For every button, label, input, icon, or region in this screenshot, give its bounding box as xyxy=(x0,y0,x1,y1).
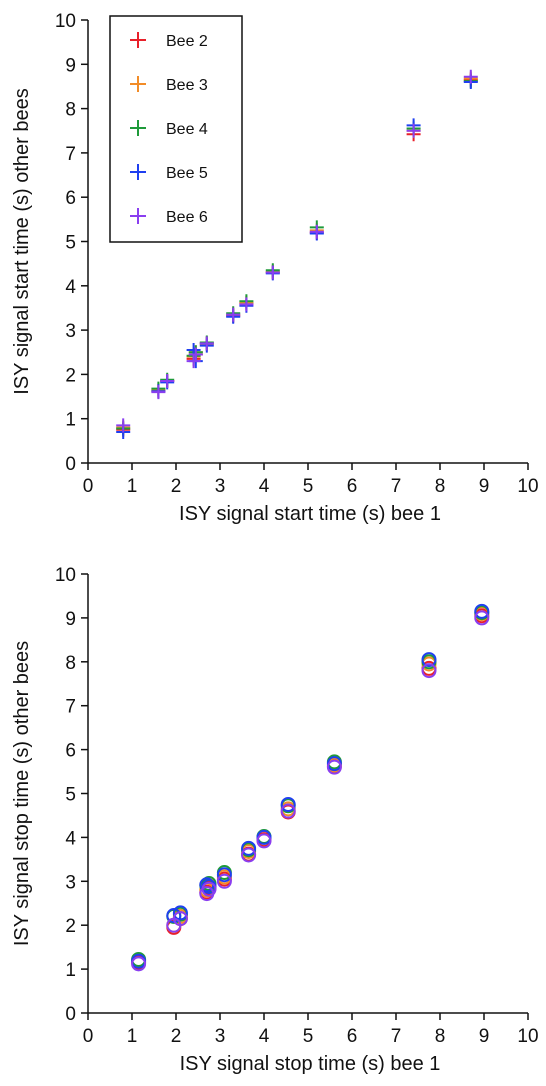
x-axis-label: ISY signal start time (s) bee 1 xyxy=(179,503,441,525)
x-tick-label: 9 xyxy=(479,476,490,497)
data-point-circle xyxy=(241,840,257,856)
x-axis-label: ISY signal stop time (s) bee 1 xyxy=(180,1053,441,1075)
x-tick-label: 4 xyxy=(259,1026,270,1047)
y-tick-label: 2 xyxy=(65,916,76,937)
x-tick-label: 7 xyxy=(391,1026,402,1047)
y-tick-label: 0 xyxy=(65,454,76,475)
data-point-circle xyxy=(280,796,296,812)
y-tick-label: 7 xyxy=(65,144,76,165)
data-point-circle xyxy=(474,610,490,626)
data-point-plus xyxy=(116,418,131,433)
y-tick-label: 8 xyxy=(65,100,76,121)
y-tick-label: 6 xyxy=(65,741,76,762)
legend-entry-label: Bee 3 xyxy=(166,77,208,94)
data-point-circle xyxy=(421,652,437,668)
x-tick-label: 8 xyxy=(435,1026,446,1047)
x-tick-label: 3 xyxy=(215,1026,226,1047)
x-tick-label: 5 xyxy=(303,1026,314,1047)
start-time-chart: 0 1 2 3 4 5 6 7 8 9 10 0 1 2 3 4 5 6 7 8 9 10 ISY signal start… xyxy=(11,11,539,525)
legend-marker xyxy=(130,208,146,224)
data-point-plus xyxy=(406,123,421,138)
y-tick-label: 9 xyxy=(65,55,76,76)
data-point-circle xyxy=(172,911,188,927)
legend-entry-label: Bee 2 xyxy=(166,33,208,50)
y-tick-label: 0 xyxy=(65,1004,76,1025)
legend-marker xyxy=(130,76,146,92)
y-tick-label: 6 xyxy=(65,188,76,209)
legend-entry-label: Bee 6 xyxy=(166,209,208,226)
stop-time-chart: 0 1 2 3 4 5 6 7 8 9 10 0 1 2 3 4 5 6 7 8 9 10 ISY signal stop … xyxy=(11,565,539,1075)
legend-marker xyxy=(130,164,146,180)
x-tick-label: 1 xyxy=(127,1026,138,1047)
x-tick-label: 0 xyxy=(83,1026,94,1047)
data-point-plus xyxy=(151,385,166,400)
y-axis-label: ISY signal start time (s) other bees xyxy=(11,88,33,394)
x-tick-label: 2 xyxy=(171,1026,182,1047)
x-tick-label: 1 xyxy=(127,476,138,497)
y-tick-label: 1 xyxy=(65,410,76,431)
data-point-plus xyxy=(186,354,201,369)
x-tick-label: 4 xyxy=(259,476,270,497)
data-point-circle xyxy=(421,663,437,679)
data-point-circle xyxy=(131,956,147,972)
y-tick-label: 3 xyxy=(65,321,76,342)
data-point-circle xyxy=(216,873,232,889)
y-tick-label: 5 xyxy=(65,785,76,806)
data-point-circle xyxy=(241,847,257,863)
y-tick-label: 4 xyxy=(65,828,76,849)
x-tick-label: 8 xyxy=(435,476,446,497)
x-tick-label: 2 xyxy=(171,476,182,497)
y-tick-label: 8 xyxy=(65,653,76,674)
data-point-circle xyxy=(256,833,272,849)
data-point-circle xyxy=(216,867,232,883)
data-point-circle xyxy=(201,881,217,897)
y-axis-label: ISY signal stop time (s) other bees xyxy=(11,641,33,946)
legend: Bee 2 Bee 3 Bee 4 Bee 5 Bee 6 xyxy=(109,15,243,243)
data-point-plus xyxy=(265,265,280,280)
legend-marker xyxy=(130,32,146,48)
series-bee-6 xyxy=(131,610,490,972)
data-point-circle xyxy=(172,905,188,921)
data-point-plus xyxy=(199,336,214,351)
y-tick-label: 3 xyxy=(65,872,76,893)
x-tick-label: 0 xyxy=(83,476,94,497)
x-tick-label: 6 xyxy=(347,1026,358,1047)
legend-entry-label: Bee 5 xyxy=(166,165,208,182)
y-tick-label: 5 xyxy=(65,233,76,254)
data-point-circle xyxy=(326,759,342,775)
series-bee-6 xyxy=(116,69,478,433)
y-tick-label: 10 xyxy=(55,565,76,586)
data-point-plus xyxy=(160,374,175,389)
y-tick-label: 7 xyxy=(65,697,76,718)
x-tick-label: 7 xyxy=(391,476,402,497)
legend-entry-label: Bee 4 xyxy=(166,121,208,138)
y-tick-label: 10 xyxy=(55,11,76,32)
x-tick-label: 10 xyxy=(517,1026,538,1047)
data-point-plus xyxy=(463,69,478,84)
data-point-plus xyxy=(309,224,324,239)
y-tick-label: 4 xyxy=(65,277,76,298)
x-tick-label: 5 xyxy=(303,476,314,497)
x-tick-label: 6 xyxy=(347,476,358,497)
x-tick-label: 10 xyxy=(517,476,538,497)
y-tick-label: 2 xyxy=(65,365,76,386)
legend-marker xyxy=(130,120,146,136)
x-tick-label: 3 xyxy=(215,476,226,497)
data-point-circle xyxy=(474,603,490,619)
data-point-circle xyxy=(280,803,296,819)
data-point-plus xyxy=(239,297,254,312)
y-tick-label: 9 xyxy=(65,609,76,630)
data-point-plus xyxy=(188,347,203,362)
data-point-plus xyxy=(226,307,241,322)
x-tick-label: 9 xyxy=(479,1026,490,1047)
y-tick-label: 1 xyxy=(65,960,76,981)
